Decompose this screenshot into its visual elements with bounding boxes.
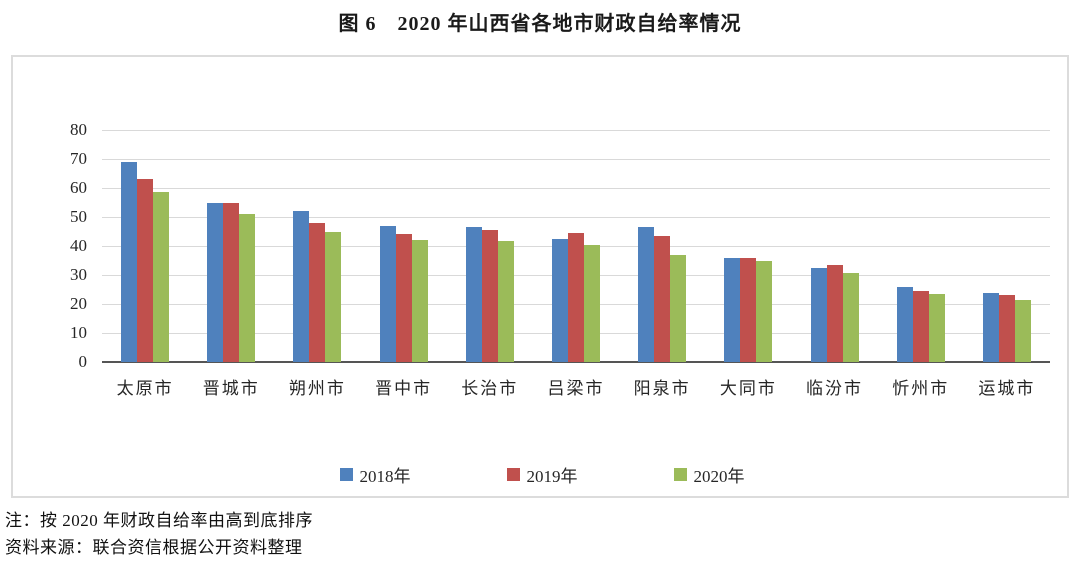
legend-item-2019年: 2019年 (506, 462, 578, 487)
bar-晋中市-2018年 (379, 226, 396, 362)
bar-group-长治市 (447, 130, 533, 362)
bar-group-运城市 (964, 130, 1050, 362)
bar-大同市-2018年 (724, 257, 741, 362)
plot-region (102, 130, 1050, 363)
bar-大同市-2020年 (756, 260, 773, 362)
x-tick-label-运城市: 运城市 (978, 379, 1036, 398)
bar-group-晋城市 (188, 130, 274, 362)
footnote-sort-order: 注：按 2020 年财政自给率由高到底排序 (5, 511, 313, 530)
bar-忻州市-2018年 (896, 287, 913, 362)
bar-大同市-2019年 (740, 257, 757, 362)
bar-长治市-2019年 (481, 230, 498, 362)
x-tick-label-晋中市: 晋中市 (375, 379, 433, 398)
legend-item-2018年: 2018年 (339, 462, 411, 487)
x-tick-label-忻州市: 忻州市 (892, 379, 950, 398)
gridline-y50 (102, 217, 1050, 218)
bar-晋城市-2018年 (207, 202, 224, 362)
bar-忻州市-2019年 (912, 291, 929, 362)
legend-swatch-icon (506, 468, 520, 481)
legend-label: 2018年 (359, 467, 411, 486)
chart-footnotes: 注：按 2020 年财政自给率由高到底排序 资料来源：联合资信根据公开资料整理 (5, 507, 313, 561)
x-tick-label-阳泉市: 阳泉市 (633, 379, 691, 398)
chart-plot-area: 0 10 20 30 40 50 60 70 80 太原市 晋城市 朔州市 晋中市 长治市 吕梁市 阳泉市 大… (11, 55, 1069, 498)
bar-长治市-2018年 (465, 226, 482, 362)
bar-晋城市-2019年 (223, 203, 240, 362)
bar-group-朔州市 (274, 130, 360, 362)
bar-阳泉市-2020年 (670, 255, 687, 362)
bar-group-忻州市 (878, 130, 964, 362)
y-tick-label-50: 50 (70, 207, 87, 226)
bar-朔州市-2018年 (293, 211, 310, 362)
bar-阳泉市-2019年 (654, 236, 671, 362)
x-tick-label-长治市: 长治市 (461, 379, 519, 398)
bar-group-吕梁市 (533, 130, 619, 362)
bar-group-晋中市 (361, 130, 447, 362)
bar-临汾市-2019年 (826, 264, 843, 362)
bar-group-大同市 (705, 130, 791, 362)
bar-吕梁市-2019年 (567, 232, 584, 362)
chart-title: 图 6 2020 年山西省各地市财政自给率情况 (338, 13, 742, 35)
gridline-y80 (102, 130, 1050, 131)
bar-太原市-2018年 (121, 162, 138, 362)
bar-朔州市-2019年 (309, 223, 326, 362)
y-tick-label-60: 60 (70, 178, 87, 197)
bar-晋城市-2020年 (239, 214, 256, 362)
y-tick-label-80: 80 (70, 120, 87, 139)
x-tick-label-吕梁市: 吕梁市 (547, 379, 605, 398)
y-tick-label-0: 0 (78, 352, 88, 371)
footnote-data-source: 资料来源：联合资信根据公开资料整理 (5, 538, 303, 557)
bar-运城市-2019年 (998, 295, 1015, 362)
x-tick-label-大同市: 大同市 (719, 379, 777, 398)
chart-legend: 2018年 2019年 2020年 (13, 462, 1071, 487)
legend-label: 2020年 (693, 467, 745, 486)
y-tick-label-10: 10 (70, 323, 87, 342)
y-tick-label-20: 20 (70, 294, 87, 313)
bar-吕梁市-2018年 (551, 238, 568, 362)
bar-晋中市-2020年 (411, 240, 428, 362)
bar-临汾市-2018年 (810, 267, 827, 362)
bar-朔州市-2020年 (325, 231, 342, 362)
bar-晋中市-2019年 (395, 234, 412, 362)
bar-长治市-2020年 (497, 240, 514, 362)
y-tick-label-70: 70 (70, 149, 87, 168)
x-tick-label-晋城市: 晋城市 (202, 379, 260, 398)
bar-太原市-2020年 (153, 192, 170, 362)
y-tick-label-30: 30 (70, 265, 87, 284)
legend-item-2020年: 2020年 (673, 462, 745, 487)
bar-吕梁市-2020年 (583, 244, 600, 362)
bar-group-太原市 (102, 130, 188, 362)
x-axis-line (102, 361, 1050, 363)
legend-swatch-icon (339, 468, 353, 481)
x-tick-label-临汾市: 临汾市 (806, 379, 864, 398)
bar-临汾市-2020年 (842, 272, 859, 362)
bar-阳泉市-2018年 (638, 226, 655, 362)
legend-label: 2019年 (526, 467, 578, 486)
bar-太原市-2019年 (137, 178, 154, 362)
gridline-y70 (102, 159, 1050, 160)
y-tick-label-40: 40 (70, 236, 87, 255)
bar-运城市-2020年 (1014, 299, 1031, 362)
bar-运城市-2018年 (982, 292, 999, 362)
gridline-y60 (102, 188, 1050, 189)
x-tick-label-朔州市: 朔州市 (288, 379, 346, 398)
bar-忻州市-2020年 (928, 294, 945, 362)
legend-swatch-icon (673, 468, 687, 481)
bar-group-临汾市 (791, 130, 877, 362)
bar-group-阳泉市 (619, 130, 705, 362)
x-tick-label-太原市: 太原市 (116, 379, 174, 398)
